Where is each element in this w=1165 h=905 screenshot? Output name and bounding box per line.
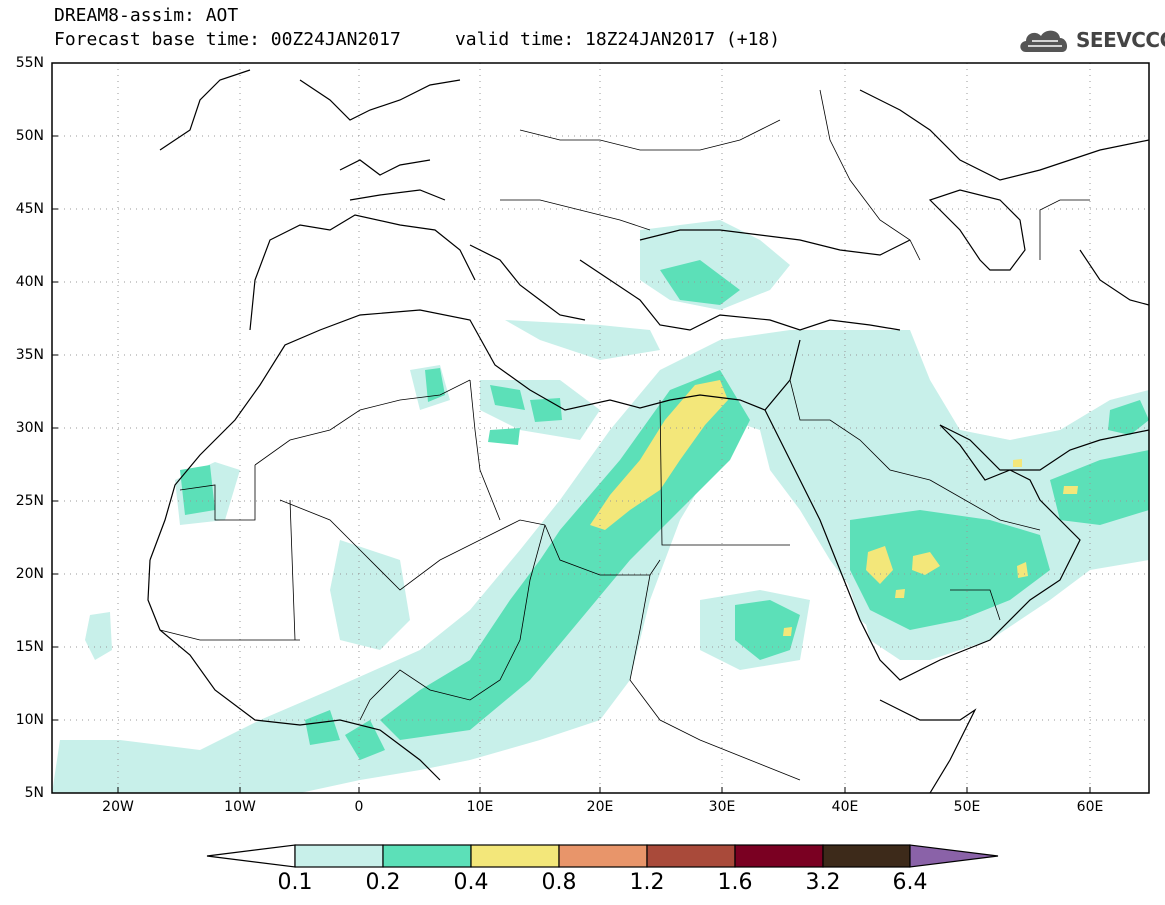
colorbar-label-0.1: 0.1 <box>277 870 313 895</box>
lon-label-0: 0 <box>354 799 364 815</box>
lat-label-10n: 10N <box>15 712 44 728</box>
lon-label-20e: 20E <box>586 799 614 815</box>
logo-text: SEEVCCC <box>1076 28 1165 52</box>
coastlines <box>147 69 1149 793</box>
lat-label-30n: 30N <box>15 420 44 436</box>
aot-shading <box>52 220 1149 793</box>
lon-label-30e: 30E <box>708 799 736 815</box>
colorbar-swatch-1.6-3.2 <box>734 844 824 868</box>
forecast-time-line: Forecast base time: 00Z24JAN2017 valid t… <box>54 29 781 50</box>
lon-label-10e: 10E <box>466 799 494 815</box>
colorbar-swatch-3.2-6.4 <box>822 844 911 868</box>
lat-label-25n: 25N <box>15 493 44 509</box>
colorbar-swatch-0.8-1.2 <box>558 844 648 868</box>
lat-label-15n: 15N <box>15 639 44 655</box>
colorbar-label-1.6: 1.6 <box>717 870 753 895</box>
lat-label-5n: 5N <box>24 785 44 801</box>
lon-label-10w: 10W <box>224 799 256 815</box>
colorbar-swatch-0.4-0.8 <box>470 844 560 868</box>
aot-band-0.4 <box>590 380 1078 636</box>
lat-label-55n: 55N <box>15 55 44 71</box>
colorbar-label-3.2: 3.2 <box>805 870 841 895</box>
tick-marks <box>52 62 1091 794</box>
borders <box>159 89 1090 781</box>
colorbar-label-6.4: 6.4 <box>892 870 928 895</box>
colorbar-label-0.4: 0.4 <box>453 870 489 895</box>
colorbar-upper-arrow <box>909 844 999 868</box>
colorbar-swatch-0.1-0.2 <box>294 844 384 868</box>
lon-label-40e: 40E <box>831 799 859 815</box>
colorbar-label-1.2: 1.2 <box>629 870 665 895</box>
lat-label-35n: 35N <box>15 347 44 363</box>
colorbar-swatch-1.2-1.6 <box>646 844 736 868</box>
lon-label-60e: 60E <box>1076 799 1104 815</box>
lon-label-20w: 20W <box>102 799 134 815</box>
lat-label-50n: 50N <box>15 128 44 144</box>
map-title: DREAM8-assim: AOT <box>54 5 239 26</box>
lon-label-50e: 50E <box>953 799 981 815</box>
seevccc-logo: SEEVCCC <box>1018 24 1165 56</box>
lat-label-45n: 45N <box>15 201 44 217</box>
colorbar-label-0.2: 0.2 <box>365 870 401 895</box>
colorbar-swatch-0.2-0.4 <box>382 844 472 868</box>
lat-label-20n: 20N <box>15 566 44 582</box>
colorbar-label-0.8: 0.8 <box>541 870 577 895</box>
colorbar-lower-arrow <box>206 844 296 868</box>
lat-label-40n: 40N <box>15 274 44 290</box>
cloud-icon <box>1020 30 1068 52</box>
colorbar <box>206 844 999 868</box>
